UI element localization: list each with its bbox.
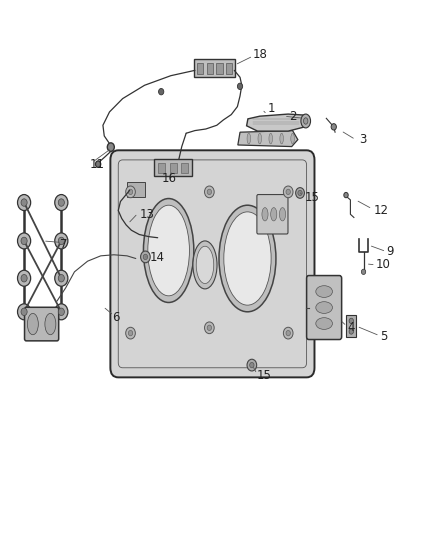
Bar <box>170 163 177 173</box>
Ellipse shape <box>283 186 293 198</box>
Ellipse shape <box>58 237 64 245</box>
Ellipse shape <box>58 308 64 316</box>
Ellipse shape <box>126 327 135 339</box>
Ellipse shape <box>128 330 133 336</box>
Polygon shape <box>247 114 309 131</box>
Ellipse shape <box>279 207 286 221</box>
Ellipse shape <box>21 308 27 316</box>
Ellipse shape <box>107 143 114 151</box>
Ellipse shape <box>296 188 304 198</box>
Bar <box>154 159 192 176</box>
Ellipse shape <box>55 233 68 249</box>
Ellipse shape <box>205 186 214 198</box>
FancyBboxPatch shape <box>307 276 342 340</box>
Ellipse shape <box>21 237 27 245</box>
Text: 2: 2 <box>289 110 297 123</box>
Ellipse shape <box>207 325 212 330</box>
Bar <box>226 63 232 74</box>
Ellipse shape <box>55 195 68 211</box>
Ellipse shape <box>219 205 276 312</box>
Ellipse shape <box>143 254 148 260</box>
Ellipse shape <box>247 133 251 144</box>
Polygon shape <box>238 131 298 147</box>
Ellipse shape <box>291 133 294 144</box>
Text: 9: 9 <box>386 245 394 258</box>
Bar <box>207 63 213 74</box>
Ellipse shape <box>18 304 31 320</box>
Ellipse shape <box>18 195 31 211</box>
Text: 1: 1 <box>267 102 275 115</box>
Ellipse shape <box>301 114 311 128</box>
Ellipse shape <box>148 205 189 296</box>
FancyBboxPatch shape <box>110 150 314 377</box>
Ellipse shape <box>193 241 217 289</box>
Bar <box>216 63 223 74</box>
Ellipse shape <box>237 83 243 90</box>
Ellipse shape <box>126 186 135 198</box>
Ellipse shape <box>18 233 31 249</box>
Ellipse shape <box>196 246 214 284</box>
Ellipse shape <box>286 330 290 336</box>
Bar <box>158 163 165 173</box>
Ellipse shape <box>304 118 308 124</box>
Bar <box>346 315 356 337</box>
Ellipse shape <box>283 327 293 339</box>
Ellipse shape <box>344 192 348 198</box>
Ellipse shape <box>95 161 101 167</box>
Text: 14: 14 <box>150 252 165 264</box>
Ellipse shape <box>250 362 254 368</box>
Ellipse shape <box>58 199 64 206</box>
Ellipse shape <box>21 199 27 206</box>
Bar <box>181 163 188 173</box>
Ellipse shape <box>205 322 214 334</box>
Ellipse shape <box>247 359 257 371</box>
Bar <box>194 59 236 77</box>
FancyBboxPatch shape <box>257 195 288 234</box>
Ellipse shape <box>349 329 353 334</box>
Ellipse shape <box>18 270 31 286</box>
Text: 15: 15 <box>257 369 272 382</box>
Text: 13: 13 <box>139 208 154 221</box>
Ellipse shape <box>258 133 261 144</box>
Ellipse shape <box>316 318 332 329</box>
Text: 15: 15 <box>304 191 319 204</box>
Ellipse shape <box>207 189 212 195</box>
FancyBboxPatch shape <box>25 307 59 341</box>
Text: 18: 18 <box>253 48 268 61</box>
Text: 3: 3 <box>359 133 367 146</box>
Ellipse shape <box>361 269 366 274</box>
Ellipse shape <box>271 207 277 221</box>
Text: 7: 7 <box>60 238 68 251</box>
Ellipse shape <box>55 304 68 320</box>
Ellipse shape <box>349 318 353 324</box>
Ellipse shape <box>21 274 27 282</box>
Ellipse shape <box>224 212 271 305</box>
Ellipse shape <box>141 251 150 263</box>
Ellipse shape <box>143 199 194 303</box>
Ellipse shape <box>27 313 39 335</box>
Ellipse shape <box>298 190 302 196</box>
Text: 10: 10 <box>376 258 391 271</box>
Text: 16: 16 <box>162 172 177 185</box>
Text: 12: 12 <box>373 204 388 216</box>
Ellipse shape <box>58 274 64 282</box>
Ellipse shape <box>316 302 332 313</box>
Text: 5: 5 <box>380 330 388 343</box>
Bar <box>127 182 145 197</box>
Text: 4: 4 <box>347 321 354 334</box>
Ellipse shape <box>269 133 272 144</box>
Ellipse shape <box>159 88 164 95</box>
Bar <box>197 63 203 74</box>
Text: 11: 11 <box>90 158 105 171</box>
Ellipse shape <box>55 270 68 286</box>
Ellipse shape <box>316 286 332 297</box>
Ellipse shape <box>286 189 290 195</box>
Text: 6: 6 <box>112 311 119 324</box>
Ellipse shape <box>45 313 56 335</box>
Ellipse shape <box>331 124 336 130</box>
Ellipse shape <box>128 189 133 195</box>
Ellipse shape <box>262 207 268 221</box>
Ellipse shape <box>280 133 283 144</box>
